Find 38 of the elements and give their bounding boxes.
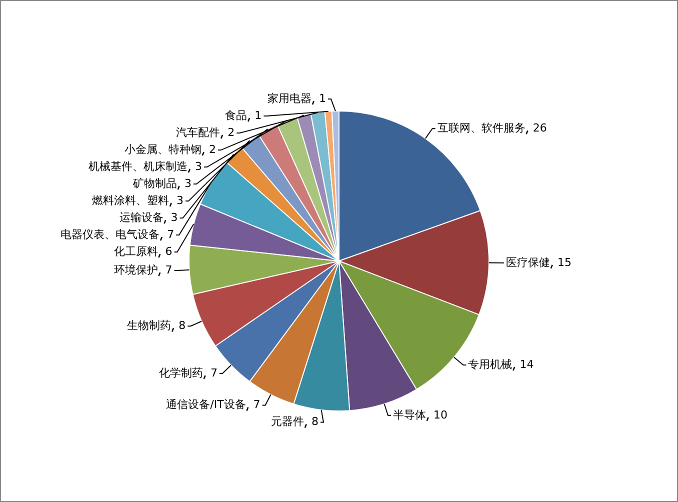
data-label: 3 bbox=[195, 160, 202, 173]
slice-label: 生物制药 bbox=[127, 318, 172, 332]
slice-label: 燃料涂料、塑料 bbox=[92, 194, 170, 207]
slice-label: 化学制药 bbox=[158, 366, 203, 380]
data-label: 3 bbox=[184, 176, 192, 190]
data-label: 1 bbox=[319, 92, 326, 105]
data-label: 1 bbox=[254, 108, 262, 122]
slice-label: 电器仪表、电气设备 bbox=[60, 228, 160, 241]
slice-label: 运输设备 bbox=[119, 210, 164, 224]
data-label: 15 bbox=[557, 256, 572, 269]
slice-label: 互联网、软件服务 bbox=[437, 121, 526, 134]
data-label: 2 bbox=[228, 126, 235, 139]
data-label: 10 bbox=[433, 408, 448, 422]
slice-label: 机械基件、机床制造 bbox=[88, 160, 188, 173]
data-label: 3 bbox=[170, 210, 178, 224]
data-label: 7 bbox=[210, 366, 218, 380]
slice-label: 食品 bbox=[225, 108, 248, 122]
data-label: 7 bbox=[167, 228, 174, 241]
data-label: 7 bbox=[253, 398, 260, 412]
slice-label: 化工原料 bbox=[114, 244, 158, 258]
data-label: 7 bbox=[165, 263, 172, 276]
slice-label: 汽车配件 bbox=[176, 126, 220, 139]
slice-label: 通信设备/IT设备 bbox=[166, 398, 246, 412]
data-label: 3 bbox=[176, 194, 184, 207]
slice-label: 元器件 bbox=[271, 415, 304, 428]
data-label: 26 bbox=[532, 121, 547, 134]
data-label: 14 bbox=[520, 358, 534, 371]
slice-label: 矿物制品 bbox=[132, 176, 177, 190]
slice-label: 环境保护 bbox=[114, 263, 158, 276]
data-label: 8 bbox=[178, 318, 186, 332]
slice-label: 半导体 bbox=[392, 408, 426, 422]
slice-label: 家用电器 bbox=[268, 92, 312, 105]
slice-label: 专用机械 bbox=[468, 358, 512, 371]
data-label: 8 bbox=[311, 415, 318, 428]
slice-label: 医疗保健 bbox=[506, 256, 550, 269]
data-label: 2 bbox=[208, 142, 216, 156]
slice-label: 小金属、特种钢 bbox=[124, 142, 202, 156]
data-label: 6 bbox=[165, 244, 172, 258]
